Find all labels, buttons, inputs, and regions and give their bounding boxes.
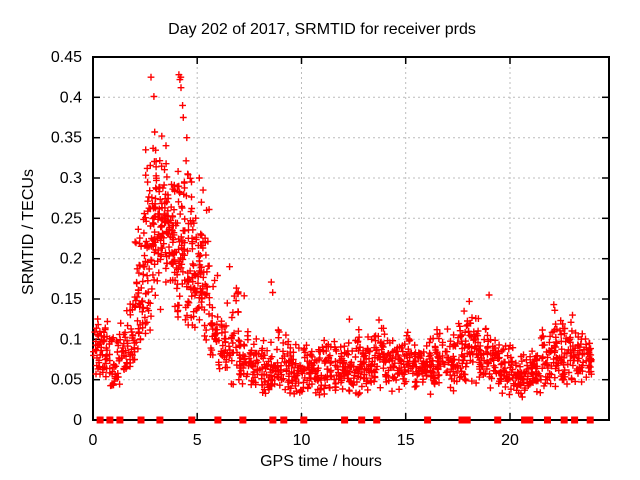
- scatter-points: [90, 71, 595, 401]
- x-axis-label: GPS time / hours: [260, 453, 382, 470]
- x-tick-label: 0: [89, 432, 98, 449]
- y-tick-labels: 0 0.05 0.1 0.15 0.2 0.25 0.3 0.35 0.4 0.45: [51, 49, 82, 429]
- x-tick-label: 20: [501, 432, 519, 449]
- chart-title: Day 202 of 2017, SRMTID for receiver prd…: [168, 21, 476, 38]
- y-tick-label: 0.25: [51, 210, 82, 227]
- y-tick-label: 0.05: [51, 372, 82, 389]
- y-tick-label: 0.4: [60, 89, 82, 106]
- x-tick-label: 15: [397, 432, 415, 449]
- x-tick-label: 5: [193, 432, 202, 449]
- y-tick-label: 0.3: [60, 170, 82, 187]
- x-tick-labels: 0 5 10 15 20: [89, 432, 519, 449]
- zero-value-markers: [96, 416, 594, 424]
- y-tick-label: 0.1: [60, 331, 82, 348]
- axes-frame: [92, 56, 610, 421]
- y-tick-label: 0.2: [60, 251, 82, 268]
- y-tick-label: 0.35: [51, 130, 82, 147]
- y-tick-label: 0: [73, 412, 82, 429]
- y-tick-label: 0.45: [51, 49, 82, 66]
- x-tick-label: 10: [293, 432, 311, 449]
- y-axis-label: SRMTID / TECUs: [20, 169, 37, 295]
- y-tick-label: 0.15: [51, 291, 82, 308]
